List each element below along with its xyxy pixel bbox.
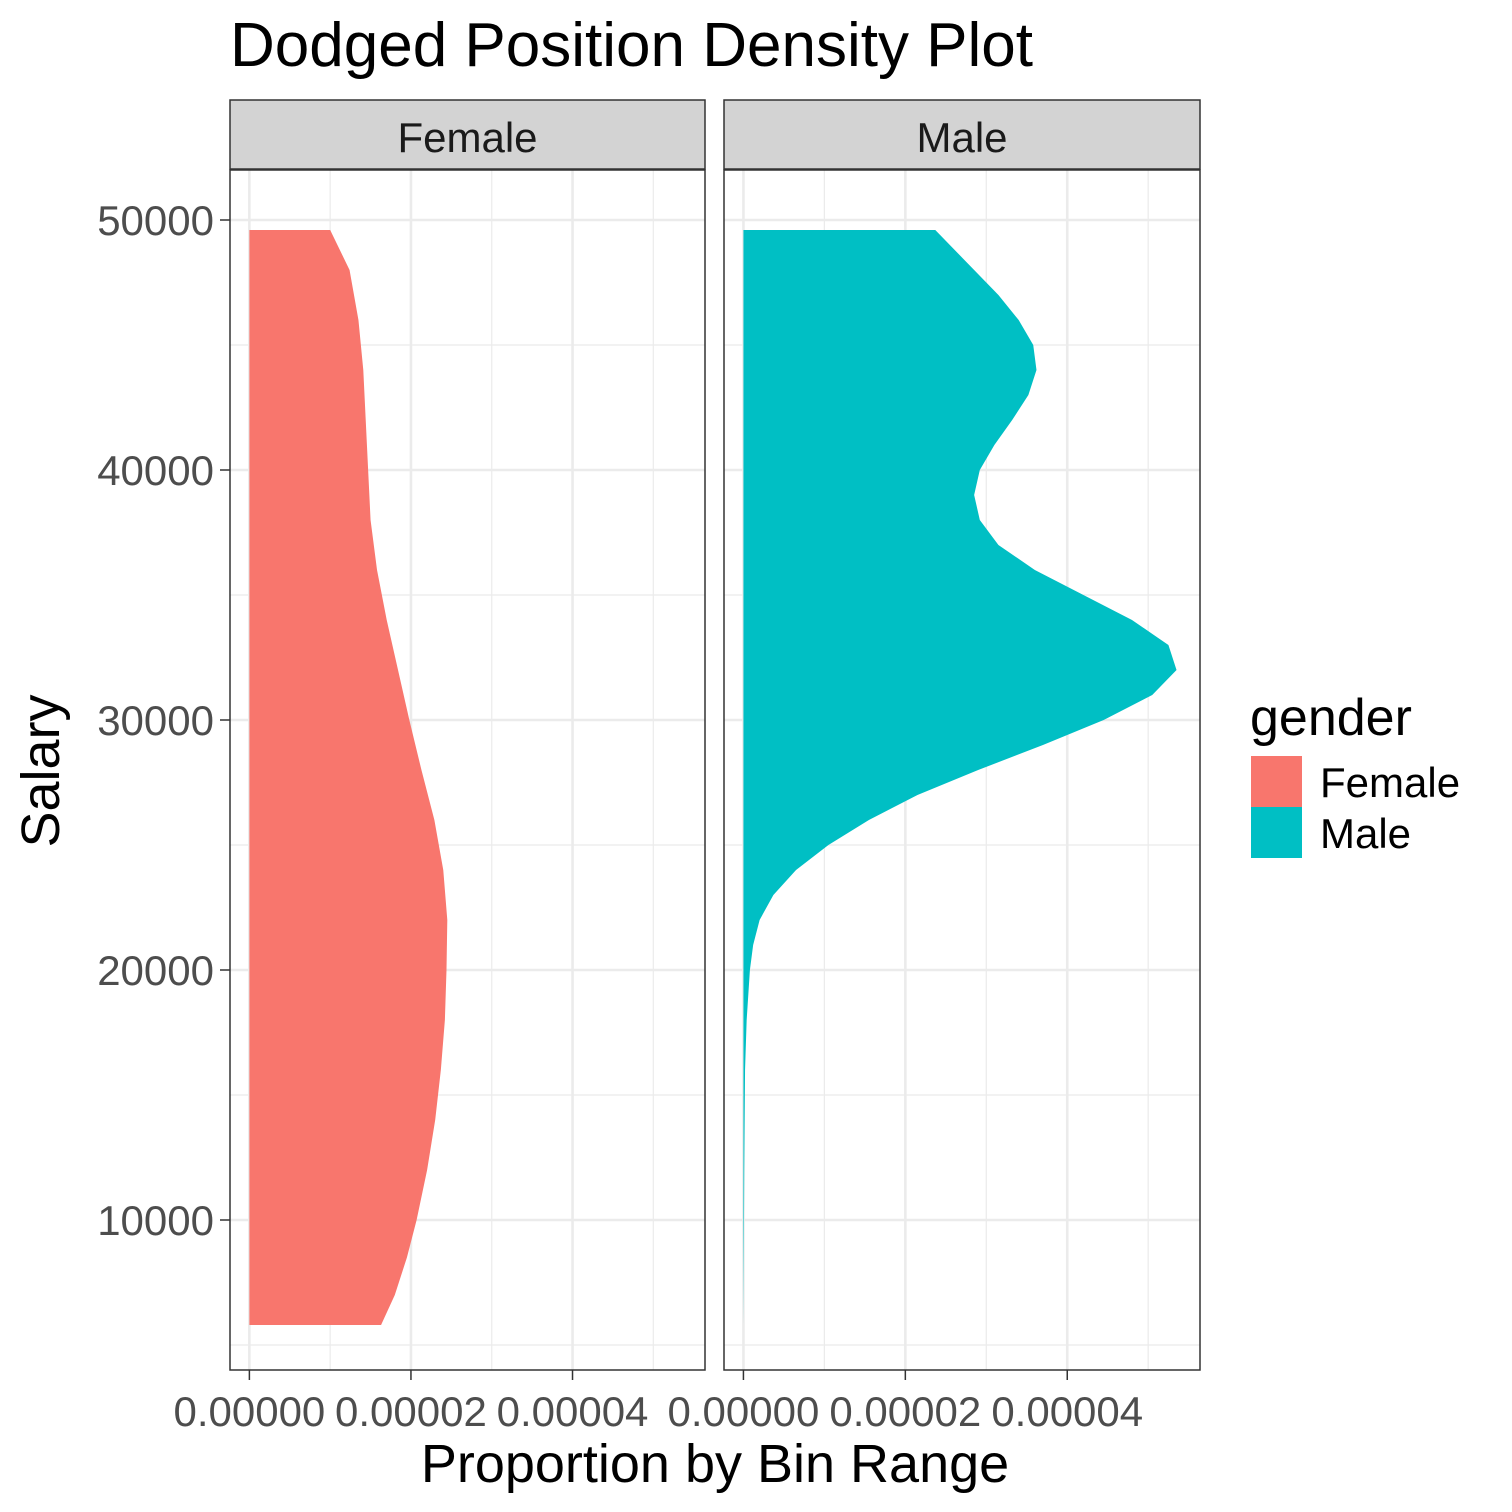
density-area-male (743, 230, 1177, 1325)
x-tick-label: 0.00000 (668, 1388, 820, 1435)
facet-strip-label: Female (397, 114, 537, 161)
legend-label: Male (1320, 810, 1411, 857)
legend-label: Female (1320, 759, 1460, 806)
facet-panel-female: Female 0.00000 0.00002 0.00004 (173, 99, 706, 1435)
legend-title: gender (1250, 689, 1412, 747)
x-tick-label: 0.00002 (335, 1388, 487, 1435)
panel-border (229, 169, 706, 1371)
y-tick-label: 20000 (97, 947, 214, 994)
facet-panel-male: Male 0.00000 0.00002 0.00004 (668, 99, 1201, 1435)
facet-strip-background (229, 99, 706, 170)
x-axis-title: Proportion by Bin Range (421, 1434, 1009, 1494)
x-tick-label: 0.00000 (173, 1388, 325, 1435)
density-area-female (249, 230, 448, 1325)
x-tick-label: 0.00004 (991, 1388, 1143, 1435)
y-tick-label: 10000 (97, 1197, 214, 1244)
legend-item-female: Female (1251, 756, 1460, 807)
y-axis-title: Salary (11, 694, 71, 847)
y-tick-label: 40000 (97, 447, 214, 494)
y-axis: 10000 20000 30000 40000 50000 (97, 197, 230, 1244)
chart-title: Dodged Position Density Plot (230, 11, 1033, 80)
y-tick-label: 50000 (97, 197, 214, 244)
legend-swatch (1251, 756, 1302, 807)
panel-border (723, 169, 1201, 1371)
x-tick-label: 0.00004 (497, 1388, 649, 1435)
legend-item-male: Male (1251, 807, 1411, 858)
legend-swatch (1251, 807, 1302, 858)
y-tick-label: 30000 (97, 697, 214, 744)
facet-strip-background (723, 99, 1201, 170)
facet-strip-label: Male (916, 114, 1007, 161)
x-tick-label: 0.00002 (829, 1388, 981, 1435)
